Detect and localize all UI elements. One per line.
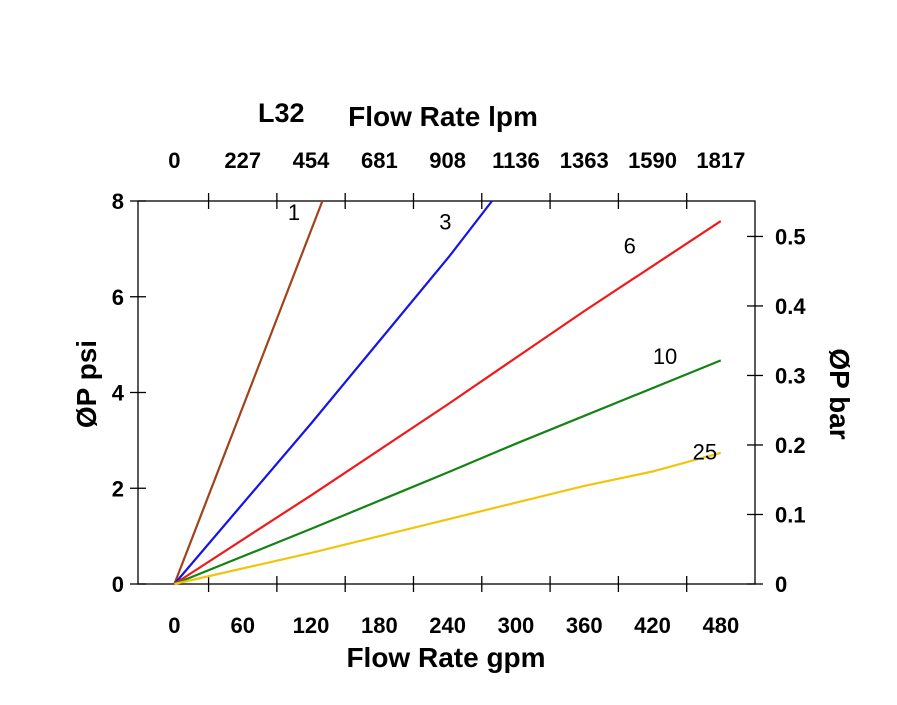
x-tick-label: 0 <box>168 613 180 638</box>
series-line-6 <box>173 220 722 585</box>
x-tick-label: 180 <box>361 613 398 638</box>
y2-tick-label: 0.3 <box>775 363 806 388</box>
x-tick-label: 120 <box>293 613 330 638</box>
x2-tick-label: 454 <box>293 148 330 173</box>
left-axis-label: ØP psi <box>71 340 102 428</box>
series-line-3 <box>173 200 493 585</box>
bottom-axis-label: Flow Rate gpm <box>346 642 545 673</box>
x2-tick-label: 1817 <box>696 148 745 173</box>
x-tick-label: 480 <box>702 613 739 638</box>
x-tick-label: 420 <box>634 613 671 638</box>
top-axis-label: Flow Rate lpm <box>348 101 538 132</box>
y-tick-label: 2 <box>112 476 124 501</box>
right-axis-label: ØP bar <box>824 348 855 439</box>
x2-tick-label: 908 <box>429 148 466 173</box>
y2-tick-label: 0 <box>775 572 787 597</box>
series-label-25: 25 <box>693 440 717 465</box>
x2-tick-label: 1136 <box>492 148 540 173</box>
x2-tick-label: 1590 <box>628 148 677 173</box>
x2-tick-label: 227 <box>224 148 261 173</box>
x2-tick-label: 681 <box>361 148 398 173</box>
x-tick-label: 360 <box>566 613 603 638</box>
x2-tick-label: 0 <box>168 148 180 173</box>
series-line-1 <box>173 200 324 585</box>
y-tick-label: 6 <box>112 285 124 310</box>
y2-tick-label: 0.2 <box>775 433 806 458</box>
y2-tick-label: 0.1 <box>775 502 806 527</box>
x-tick-label: 300 <box>498 613 535 638</box>
x2-tick-label: 1363 <box>560 148 609 173</box>
series-line-25 <box>174 451 722 586</box>
y2-tick-label: 0.5 <box>775 224 806 249</box>
y2-tick-label: 0.4 <box>775 294 806 319</box>
series-line-10 <box>173 359 722 586</box>
y-tick-label: 8 <box>112 189 124 214</box>
series-label-3: 3 <box>439 210 451 235</box>
series-label-6: 6 <box>624 234 636 259</box>
series-label-10: 10 <box>653 344 677 369</box>
y-tick-label: 4 <box>112 381 125 406</box>
x-tick-label: 240 <box>429 613 466 638</box>
x-tick-label: 60 <box>230 613 254 638</box>
chart-title: L32 <box>258 98 305 128</box>
y-tick-label: 0 <box>112 572 124 597</box>
series-label-1: 1 <box>288 200 300 225</box>
